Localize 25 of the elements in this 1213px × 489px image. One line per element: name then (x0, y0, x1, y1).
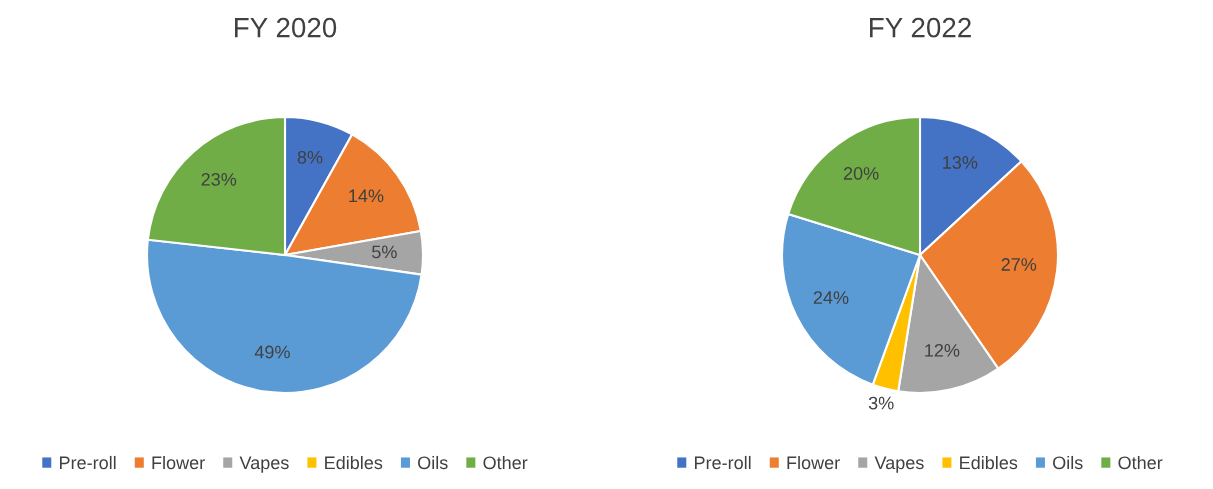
data-label: 3% (868, 396, 894, 410)
chart-title: FY 2022 (870, 17, 971, 38)
legend-label: Other (1118, 455, 1163, 470)
data-label: 27% (1001, 258, 1037, 271)
data-label: 8% (297, 150, 323, 164)
legend-label: Pre-roll (60, 455, 116, 470)
data-label: 49% (254, 345, 290, 359)
data-label: 12% (925, 343, 960, 357)
data-label: 20% (843, 167, 879, 180)
legend-label: Flower (152, 455, 205, 470)
legend-label: Vapes (874, 456, 924, 473)
chart-title: FY 2020 (235, 17, 337, 38)
legend-label: Oils (418, 455, 448, 470)
data-label: 5% (372, 245, 397, 259)
legend-label: Other (483, 455, 528, 470)
data-label: 24% (813, 291, 849, 304)
legend-label: Edibles (325, 455, 383, 470)
legend-label: Flower (787, 455, 840, 470)
data-label: 14% (349, 189, 384, 203)
legend-label: Pre-roll (695, 455, 751, 470)
data-label: 23% (201, 173, 237, 186)
data-label: 13% (943, 156, 978, 169)
legend-label: Vapes (239, 456, 289, 473)
legend-label: Oils (1053, 455, 1083, 470)
legend-label: Edibles (960, 455, 1018, 470)
